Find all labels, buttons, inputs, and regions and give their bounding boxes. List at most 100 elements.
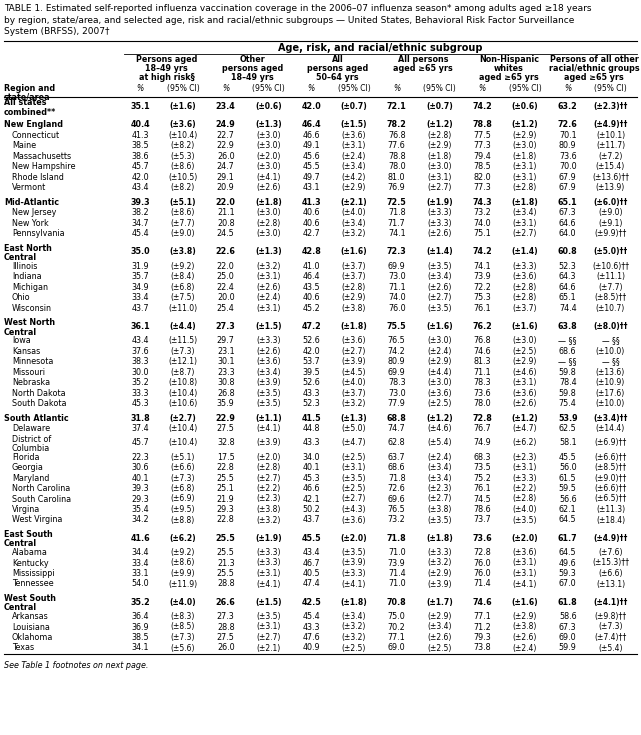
Text: 71.4: 71.4 (388, 569, 406, 578)
Text: Age, risk, and racial/ethnic subgroup: Age, risk, and racial/ethnic subgroup (278, 43, 483, 52)
Text: (±7.3): (±7.3) (171, 633, 196, 642)
Text: (±2.0): (±2.0) (340, 534, 367, 542)
Text: Massachusetts: Massachusetts (12, 151, 71, 160)
Text: (±10.4): (±10.4) (169, 389, 197, 398)
Text: (±3.1): (±3.1) (428, 173, 452, 182)
Text: 29.1: 29.1 (217, 173, 235, 182)
Text: Persons of all other: Persons of all other (550, 54, 638, 63)
Text: 61.7: 61.7 (558, 534, 578, 542)
Text: (±9.0)††: (±9.0)†† (594, 473, 627, 482)
Text: Alabama: Alabama (12, 548, 48, 557)
Text: — §§: — §§ (602, 336, 619, 345)
Text: 25.5: 25.5 (217, 548, 235, 557)
Text: 40.9: 40.9 (303, 644, 320, 653)
Text: 73.9: 73.9 (473, 272, 491, 281)
Text: 45.4: 45.4 (303, 612, 320, 621)
Text: Florida: Florida (12, 453, 40, 462)
Text: 49.7: 49.7 (303, 173, 320, 182)
Text: (±9.9): (±9.9) (171, 569, 196, 578)
Text: (±11.5): (±11.5) (169, 336, 197, 345)
Text: (±8.5): (±8.5) (171, 623, 195, 631)
Text: 40.4: 40.4 (130, 120, 150, 129)
Text: (±3.7): (±3.7) (342, 262, 366, 270)
Text: (±5.0): (±5.0) (342, 424, 366, 433)
Text: 74.5: 74.5 (473, 495, 491, 503)
Text: (±2.5): (±2.5) (513, 346, 537, 356)
Text: (±6.9)††: (±6.9)†† (594, 438, 627, 448)
Text: 45.5: 45.5 (303, 162, 320, 171)
Text: 33.1: 33.1 (131, 569, 149, 578)
Text: 38.3: 38.3 (131, 357, 149, 366)
Text: (±1.8): (±1.8) (428, 151, 452, 160)
Text: (±9.0): (±9.0) (171, 229, 196, 238)
Text: (±0.7): (±0.7) (426, 101, 453, 111)
Text: (±3.2): (±3.2) (342, 623, 366, 631)
Text: 45.5: 45.5 (559, 453, 577, 462)
Text: %: % (393, 84, 401, 93)
Text: 25.5: 25.5 (217, 473, 235, 482)
Text: (±10.4): (±10.4) (169, 424, 197, 433)
Text: 43.4: 43.4 (131, 336, 149, 345)
Text: (±7.7): (±7.7) (171, 218, 196, 228)
Text: (±1.6): (±1.6) (512, 322, 538, 331)
Text: (±3.0): (±3.0) (513, 141, 537, 150)
Text: (±3.7): (±3.7) (342, 272, 366, 281)
Text: 41.3: 41.3 (301, 198, 321, 207)
Text: (±3.4): (±3.4) (428, 463, 452, 472)
Text: (±1.7): (±1.7) (426, 598, 453, 607)
Text: North Dakota: North Dakota (12, 389, 65, 398)
Text: (±2.8): (±2.8) (428, 131, 452, 140)
Text: (±2.7): (±2.7) (170, 414, 196, 423)
Text: (±1.2): (±1.2) (426, 120, 453, 129)
Text: (±2.5): (±2.5) (342, 644, 366, 653)
Text: (±3.1): (±3.1) (256, 272, 281, 281)
Text: 36.1: 36.1 (130, 322, 150, 331)
Text: (±6.6): (±6.6) (171, 463, 196, 472)
Text: 37.6: 37.6 (131, 346, 149, 356)
Text: (±15.4): (±15.4) (596, 162, 625, 171)
Text: 64.3: 64.3 (559, 272, 576, 281)
Text: (±3.4): (±3.4) (342, 162, 366, 171)
Text: 69.0: 69.0 (388, 644, 406, 653)
Text: (±8.2): (±8.2) (171, 183, 195, 192)
Text: (±2.8): (±2.8) (342, 282, 366, 292)
Text: (±2.9): (±2.9) (428, 357, 452, 366)
Text: 73.6: 73.6 (472, 534, 492, 542)
Text: (±4.1)††: (±4.1)†† (594, 598, 628, 607)
Text: 22.8: 22.8 (217, 463, 235, 472)
Text: 71.1: 71.1 (474, 368, 491, 376)
Text: 21.1: 21.1 (217, 208, 235, 217)
Text: 31.8: 31.8 (130, 414, 150, 423)
Text: All: All (332, 54, 344, 63)
Text: New York: New York (12, 218, 49, 228)
Text: (±2.1): (±2.1) (256, 644, 281, 653)
Text: (±3.1): (±3.1) (256, 304, 281, 312)
Text: (±13.6)††: (±13.6)†† (592, 173, 629, 182)
Text: (±4.6): (±4.6) (513, 368, 537, 376)
Text: (±3.1): (±3.1) (513, 162, 537, 171)
Text: (±1.3): (±1.3) (340, 414, 367, 423)
Text: 43.3: 43.3 (303, 623, 320, 631)
Text: 71.4: 71.4 (474, 579, 491, 589)
Text: 26.6: 26.6 (216, 598, 236, 607)
Text: 43.4: 43.4 (131, 183, 149, 192)
Text: (±3.5): (±3.5) (256, 399, 281, 408)
Text: 54.0: 54.0 (131, 579, 149, 589)
Text: (±2.9): (±2.9) (513, 612, 537, 621)
Text: 18–49 yrs: 18–49 yrs (146, 63, 188, 73)
Text: (±4.4): (±4.4) (170, 322, 196, 331)
Text: 26.0: 26.0 (217, 644, 235, 653)
Text: (±10.4): (±10.4) (169, 131, 197, 140)
Text: (±3.3): (±3.3) (428, 218, 452, 228)
Text: 59.3: 59.3 (559, 569, 577, 578)
Text: 45.2: 45.2 (303, 304, 320, 312)
Text: 69.9: 69.9 (388, 262, 406, 270)
Text: 52.3: 52.3 (303, 399, 320, 408)
Text: 75.0: 75.0 (388, 612, 406, 621)
Text: 80.9: 80.9 (559, 141, 576, 150)
Text: 76.0: 76.0 (474, 569, 491, 578)
Text: (±2.6): (±2.6) (428, 282, 452, 292)
Text: (±10.6): (±10.6) (169, 399, 197, 408)
Text: 22.3: 22.3 (131, 453, 149, 462)
Text: 64.0: 64.0 (559, 229, 576, 238)
